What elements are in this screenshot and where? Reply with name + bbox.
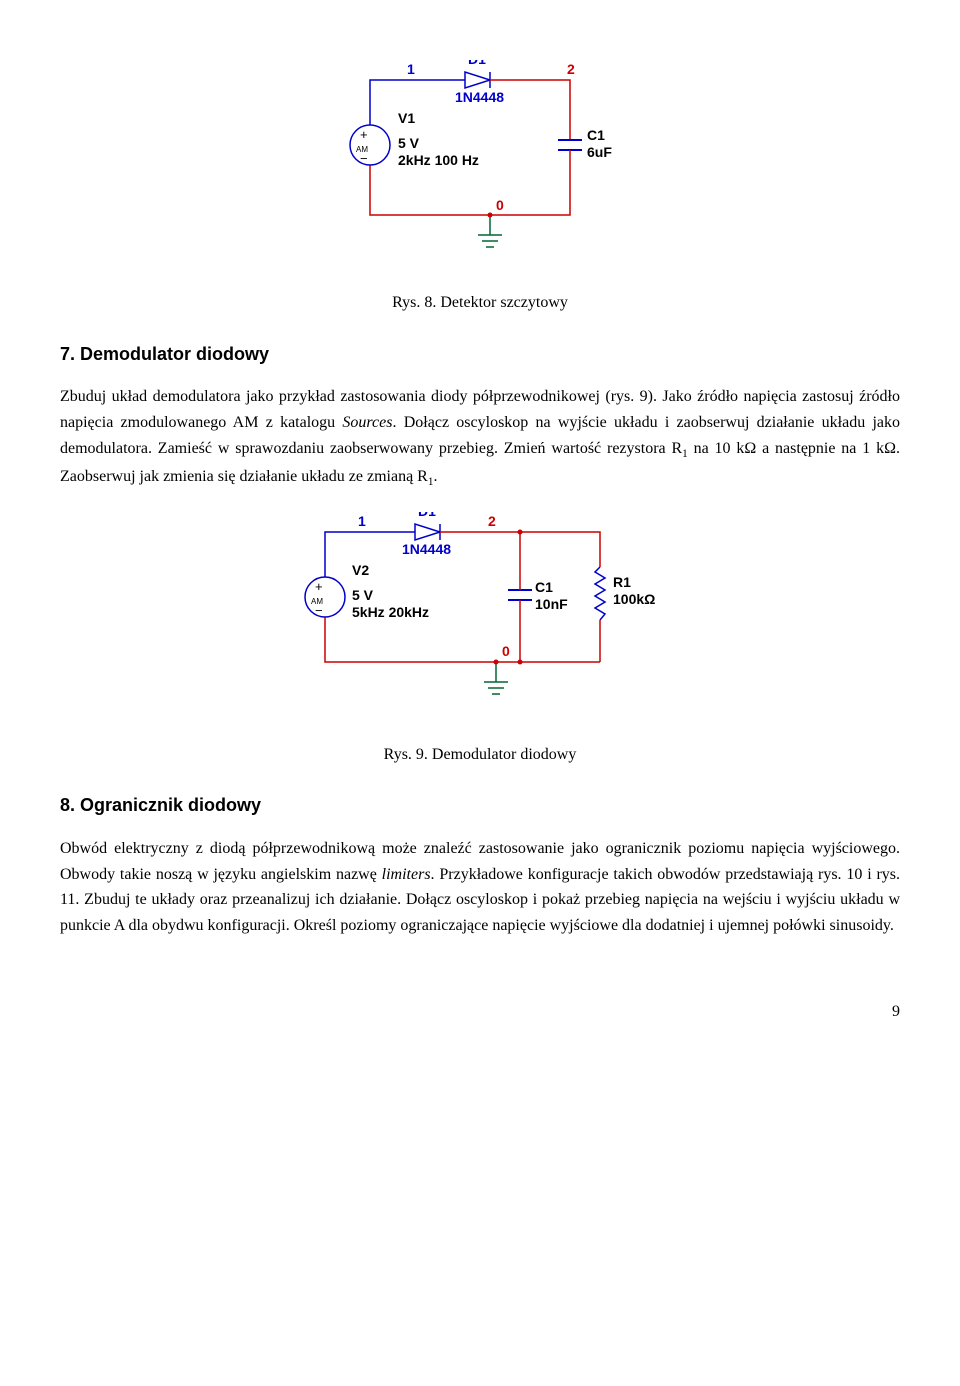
paragraph-1: Zbuduj układ demodulatora jako przykład … xyxy=(60,384,900,491)
c1-ref-label: C1 xyxy=(587,127,605,143)
v1-ref-label: V1 xyxy=(398,110,415,126)
node-1-label: 1 xyxy=(407,61,415,77)
resistor-r1 xyxy=(595,567,605,620)
svg-text:+: + xyxy=(360,127,368,142)
wire-top-left xyxy=(370,80,465,125)
source-v2: + AM − xyxy=(305,577,345,618)
svg-text:+: + xyxy=(315,579,323,594)
source-v1: + AM − xyxy=(350,125,390,166)
para1-italic: Sources xyxy=(342,414,392,431)
node2-2-label: 2 xyxy=(488,513,496,529)
caption-1: Rys. 8. Detektor szczytowy xyxy=(60,290,900,316)
capacitor-c1 xyxy=(558,130,582,160)
v2-line1-label: 5 V xyxy=(352,587,374,603)
para1-end: . xyxy=(433,468,437,485)
paragraph-2: Obwód elektryczny z diodą półprzewodniko… xyxy=(60,836,900,938)
capacitor-c1-2 xyxy=(508,582,532,612)
node-2-label: 2 xyxy=(567,61,575,77)
circuit-2: + AM − 1 2 0 D1 1N4448 V2 5 V 5kHz 20kHz… xyxy=(60,512,900,722)
circuit-1: + AM − 1 2 0 D1 1N4448 V1 5 V 2kHz 100 H… xyxy=(60,60,900,270)
circuit-1-svg: + AM − 1 2 0 D1 1N4448 V1 5 V 2kHz 100 H… xyxy=(310,60,650,270)
d1-2-ref-label: D1 xyxy=(418,512,436,519)
v1-line1-label: 5 V xyxy=(398,135,420,151)
heading-7: 7. Demodulator diodowy xyxy=(60,340,900,369)
wire-top-right xyxy=(490,80,570,130)
diode-d1 xyxy=(465,72,490,88)
c1-val-label: 6uF xyxy=(587,144,612,160)
node-0-label: 0 xyxy=(496,197,504,213)
wire-bottom xyxy=(370,160,570,215)
svg-text:−: − xyxy=(360,151,368,166)
c1-2-val-label: 10nF xyxy=(535,596,568,612)
page-number: 9 xyxy=(60,999,900,1025)
ground-2 xyxy=(484,662,508,694)
node2-0-label: 0 xyxy=(502,643,510,659)
node2-1-label: 1 xyxy=(358,513,366,529)
circuit-2-svg: + AM − 1 2 0 D1 1N4448 V2 5 V 5kHz 20kHz… xyxy=(270,512,690,722)
r1-ref-label: R1 xyxy=(613,574,631,590)
d1-ref-label: D1 xyxy=(468,60,486,67)
r1-val-label: 100kΩ xyxy=(613,591,655,607)
junction-ground xyxy=(494,659,499,664)
v2-ref-label: V2 xyxy=(352,562,369,578)
junction-bottom-c1 xyxy=(518,659,523,664)
junction-top-c1 xyxy=(518,529,523,534)
v2-line2-label: 5kHz 20kHz xyxy=(352,604,429,620)
diode-d1-2 xyxy=(415,524,440,540)
c1-2-ref-label: C1 xyxy=(535,579,553,595)
d1-2-type-label: 1N4448 xyxy=(402,541,451,557)
para2-italic: limiters xyxy=(382,866,431,883)
heading-8: 8. Ogranicznik diodowy xyxy=(60,791,900,820)
ground-1 xyxy=(478,215,502,247)
v1-line2-label: 2kHz 100 Hz xyxy=(398,152,479,168)
d1-type-label: 1N4448 xyxy=(455,89,504,105)
svg-text:−: − xyxy=(315,603,323,618)
junction-bottom xyxy=(488,213,493,218)
caption-2: Rys. 9. Demodulator diodowy xyxy=(60,742,900,768)
wire2-bottom xyxy=(325,617,600,662)
